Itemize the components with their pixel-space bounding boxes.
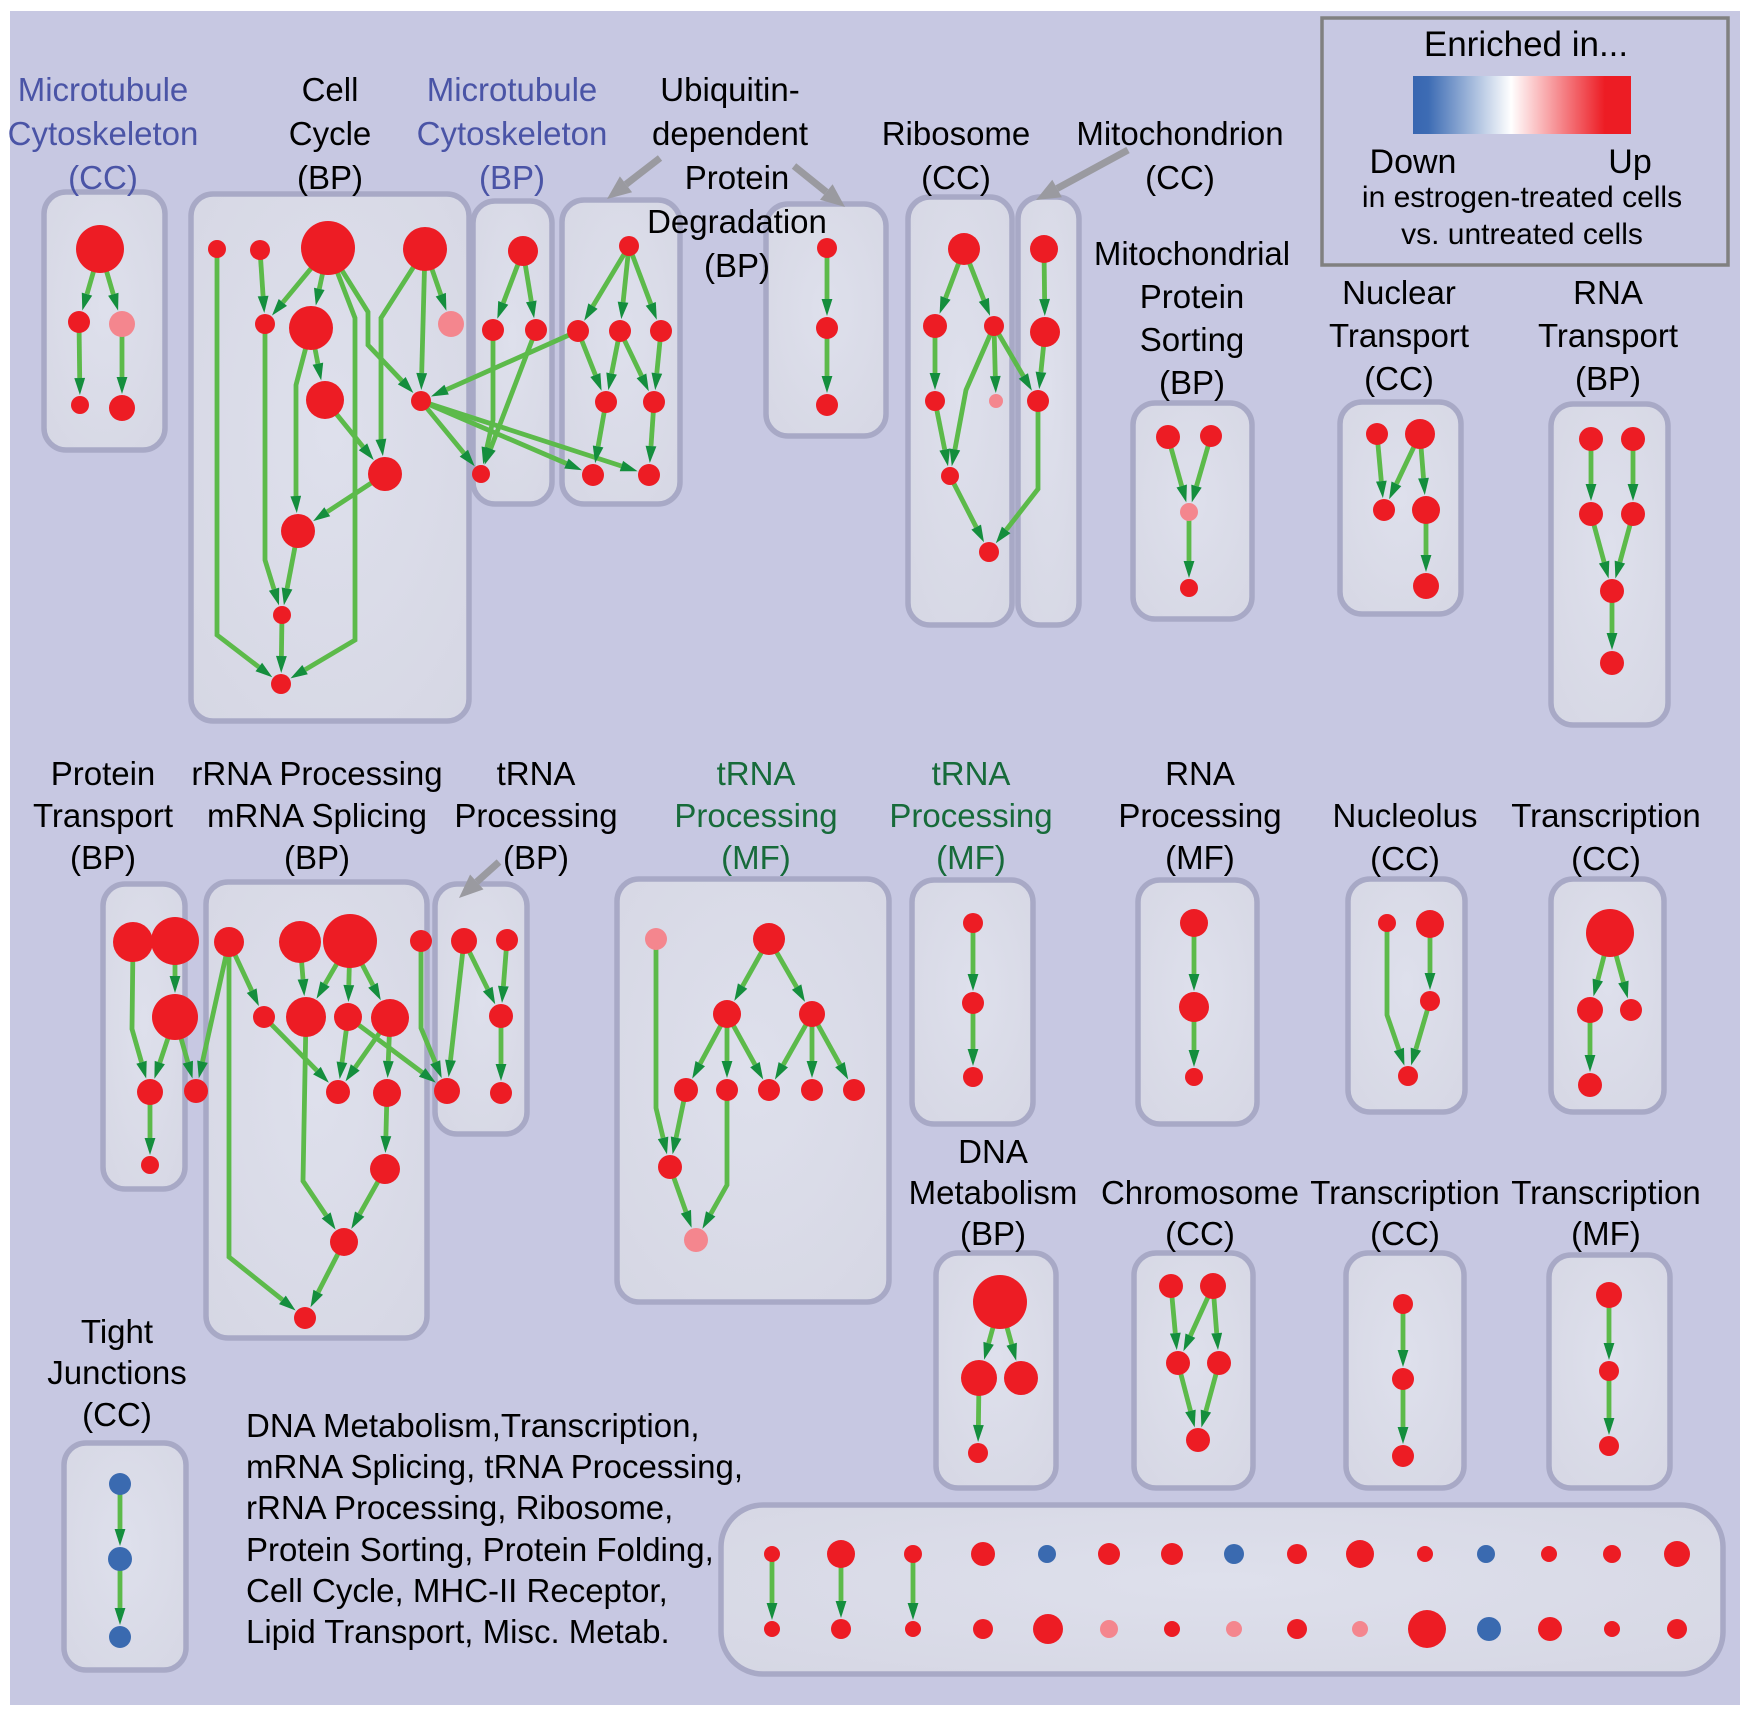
svg-text:(CC): (CC) [1571, 840, 1641, 877]
svg-text:Chromosome: Chromosome [1101, 1174, 1299, 1211]
svg-text:(CC): (CC) [68, 159, 138, 196]
svg-text:Protein Sorting, Protein Foldi: Protein Sorting, Protein Folding, [246, 1531, 714, 1568]
svg-text:(BP): (BP) [1575, 360, 1641, 397]
svg-text:vs. untreated cells: vs. untreated cells [1401, 218, 1643, 251]
svg-text:Metabolism: Metabolism [909, 1174, 1078, 1211]
svg-text:Enriched in...: Enriched in... [1424, 25, 1628, 64]
svg-text:(CC): (CC) [82, 1396, 152, 1433]
svg-text:Transport: Transport [1538, 317, 1678, 354]
svg-text:tRNA: tRNA [497, 755, 576, 792]
svg-text:(MF): (MF) [1165, 839, 1235, 876]
svg-text:(CC): (CC) [1370, 1215, 1440, 1252]
svg-text:Microtubule: Microtubule [18, 71, 189, 108]
svg-text:Processing: Processing [1118, 797, 1281, 834]
svg-text:Microtubule: Microtubule [427, 71, 598, 108]
svg-text:(MF): (MF) [936, 839, 1006, 876]
svg-text:(BP): (BP) [503, 839, 569, 876]
svg-text:(CC): (CC) [1165, 1215, 1235, 1252]
svg-text:(BP): (BP) [960, 1215, 1026, 1252]
svg-text:Down: Down [1370, 143, 1457, 181]
svg-text:Tight: Tight [81, 1313, 153, 1350]
svg-text:Cell Cycle, MHC-II Receptor,: Cell Cycle, MHC-II Receptor, [246, 1572, 668, 1609]
svg-text:RNA: RNA [1573, 274, 1643, 311]
svg-text:(BP): (BP) [1159, 364, 1225, 401]
svg-text:Processing: Processing [454, 797, 617, 834]
svg-text:Transport: Transport [1329, 317, 1469, 354]
svg-text:Transcription: Transcription [1310, 1174, 1500, 1211]
svg-text:Transcription: Transcription [1511, 797, 1701, 834]
svg-text:Ribosome: Ribosome [882, 115, 1031, 152]
svg-text:Transcription: Transcription [1511, 1174, 1701, 1211]
svg-text:(BP): (BP) [284, 839, 350, 876]
svg-text:Up: Up [1608, 143, 1651, 181]
svg-text:(CC): (CC) [921, 159, 991, 196]
svg-text:(CC): (CC) [1370, 840, 1440, 877]
svg-text:Junctions: Junctions [47, 1354, 186, 1391]
svg-text:Cytoskeleton: Cytoskeleton [417, 115, 608, 152]
svg-text:Protein: Protein [51, 755, 156, 792]
svg-text:(BP): (BP) [704, 247, 770, 284]
svg-text:(CC): (CC) [1364, 360, 1434, 397]
svg-text:Sorting: Sorting [1140, 321, 1245, 358]
svg-text:Transport: Transport [33, 797, 173, 834]
svg-text:DNA: DNA [958, 1133, 1028, 1170]
svg-text:Nuclear: Nuclear [1342, 274, 1456, 311]
svg-text:(BP): (BP) [297, 159, 363, 196]
svg-text:Ubiquitin-: Ubiquitin- [660, 71, 799, 108]
svg-text:Processing: Processing [889, 797, 1052, 834]
svg-text:Cell: Cell [302, 71, 359, 108]
svg-text:Mitochondrial: Mitochondrial [1094, 235, 1290, 272]
svg-text:Cytoskeleton: Cytoskeleton [8, 115, 199, 152]
svg-text:rRNA Processing, Ribosome,: rRNA Processing, Ribosome, [246, 1489, 673, 1526]
svg-text:Degradation: Degradation [647, 203, 827, 240]
svg-text:RNA: RNA [1165, 755, 1235, 792]
svg-text:(BP): (BP) [479, 159, 545, 196]
svg-text:Processing: Processing [674, 797, 837, 834]
svg-text:Protein: Protein [685, 159, 790, 196]
svg-text:mRNA Splicing: mRNA Splicing [207, 797, 427, 834]
svg-text:dependent: dependent [652, 115, 808, 152]
svg-text:Protein: Protein [1140, 278, 1245, 315]
svg-text:Lipid Transport, Misc. Metab.: Lipid Transport, Misc. Metab. [246, 1613, 670, 1650]
svg-text:tRNA: tRNA [717, 755, 796, 792]
svg-text:Cycle: Cycle [289, 115, 372, 152]
svg-text:(MF): (MF) [1571, 1215, 1641, 1252]
svg-text:Nucleolus: Nucleolus [1333, 797, 1478, 834]
svg-text:mRNA Splicing, tRNA Processing: mRNA Splicing, tRNA Processing, [246, 1448, 743, 1485]
svg-text:(MF): (MF) [721, 839, 791, 876]
svg-text:(CC): (CC) [1145, 159, 1215, 196]
svg-text:Mitochondrion: Mitochondrion [1076, 115, 1283, 152]
svg-text:rRNA Processing: rRNA Processing [191, 755, 442, 792]
svg-text:tRNA: tRNA [932, 755, 1011, 792]
svg-text:DNA Metabolism,Transcription,: DNA Metabolism,Transcription, [246, 1407, 700, 1444]
svg-text:in estrogen-treated cells: in estrogen-treated cells [1362, 181, 1682, 214]
svg-text:(BP): (BP) [70, 839, 136, 876]
